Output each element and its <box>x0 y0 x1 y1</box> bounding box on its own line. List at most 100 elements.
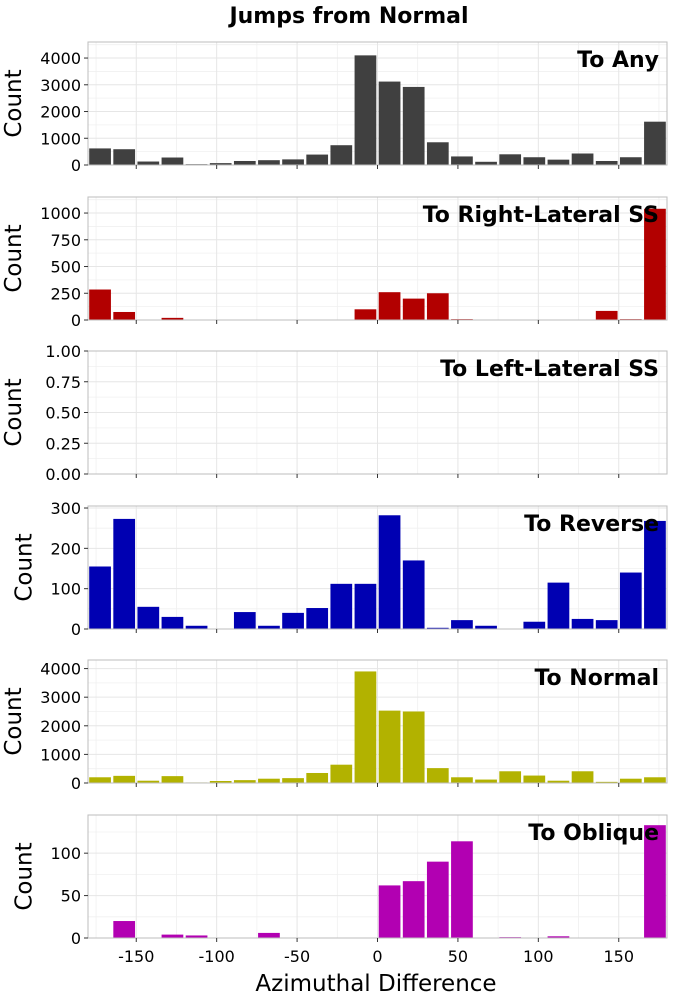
bar <box>426 861 449 938</box>
bar <box>113 775 136 783</box>
bar <box>378 515 401 629</box>
bar <box>113 921 136 938</box>
bar <box>306 154 329 165</box>
panel-title: To Left-Lateral SS <box>440 357 659 382</box>
bar <box>571 618 594 629</box>
bar <box>233 612 256 629</box>
y-tick-label: 100 <box>50 844 81 863</box>
bar <box>354 671 377 783</box>
bar <box>233 780 256 783</box>
y-tick-label: 50 <box>61 887 81 906</box>
bar <box>89 289 111 320</box>
bar <box>161 157 184 165</box>
bar <box>475 625 497 629</box>
y-tick-label: 2000 <box>40 717 81 736</box>
y-tick-label: 1000 <box>40 129 81 148</box>
y-tick-label: 500 <box>50 258 81 277</box>
bar <box>523 621 546 629</box>
y-tick-label: 3000 <box>40 688 81 707</box>
bar <box>523 157 546 165</box>
y-tick-label: 0 <box>71 156 81 175</box>
y-axis-label: Count <box>1 69 27 137</box>
bar <box>595 310 618 320</box>
panel-4: 0 1000 2000 3000 4000 Count To Normal <box>1 659 668 793</box>
bar <box>354 583 377 629</box>
x-tick-label: -100 <box>199 947 235 966</box>
bar <box>161 317 184 320</box>
x-tick-label: -150 <box>118 947 154 966</box>
bar <box>619 572 642 629</box>
bar <box>571 153 594 165</box>
bar <box>354 55 377 165</box>
bar <box>644 825 666 938</box>
x-tick-label: 50 <box>448 947 468 966</box>
bar <box>451 841 473 938</box>
bar <box>306 772 329 783</box>
bar <box>644 777 666 783</box>
panel-title: To Reverse <box>524 512 659 537</box>
bar <box>547 780 570 783</box>
bar <box>499 771 522 783</box>
bar <box>330 764 353 783</box>
bar <box>644 208 666 320</box>
bar <box>282 159 304 165</box>
panel-1: 0 250 500 750 1000 Count To Right-Lateral SS <box>1 196 668 330</box>
bar <box>378 885 401 938</box>
y-tick-label: 0.25 <box>45 434 81 453</box>
bar <box>113 311 136 320</box>
bar <box>547 936 570 938</box>
y-axis-label: Count <box>1 687 27 755</box>
y-axis-label: Count <box>11 842 37 910</box>
bar <box>402 560 425 629</box>
bar <box>595 160 618 165</box>
bar <box>644 520 666 629</box>
y-axis-label: Count <box>1 224 27 292</box>
y-tick-label: 0.00 <box>45 465 81 484</box>
y-tick-label: 1000 <box>40 204 81 223</box>
bar <box>451 777 473 783</box>
y-tick-label: 4000 <box>40 660 81 679</box>
bar <box>89 148 111 165</box>
bar <box>89 566 111 629</box>
y-tick-label: 0.50 <box>45 404 81 423</box>
bar <box>475 161 497 165</box>
bar <box>451 156 473 165</box>
bar <box>137 161 160 165</box>
y-tick-label: 300 <box>50 499 81 518</box>
bar <box>571 771 594 783</box>
bar <box>402 711 425 783</box>
bar <box>426 768 449 783</box>
bar <box>113 518 136 629</box>
bar <box>595 620 618 629</box>
bar <box>161 934 184 938</box>
y-tick-label: 1.00 <box>45 342 81 361</box>
bar <box>258 160 280 165</box>
x-tick-label: 150 <box>603 947 634 966</box>
y-tick-label: 1000 <box>40 745 81 764</box>
bar <box>137 780 160 783</box>
bar <box>619 157 642 165</box>
bar <box>306 608 329 629</box>
bar <box>282 612 304 629</box>
x-axis-label: Azimuthal Difference <box>255 971 496 997</box>
bar <box>402 881 425 938</box>
y-tick-label: 0 <box>71 620 81 639</box>
bar <box>258 625 280 629</box>
y-tick-label: 3000 <box>40 76 81 95</box>
x-tick-label: 100 <box>523 947 554 966</box>
x-tick-label: -50 <box>284 947 310 966</box>
bar <box>185 625 208 629</box>
bar <box>209 163 232 165</box>
panel-0: 0 1000 2000 3000 4000 Count To Any <box>1 41 668 175</box>
y-axis-label: Count <box>1 378 27 446</box>
panel-2: 0.00 0.25 0.50 0.75 1.00 Count To Left-Lateral… <box>1 342 668 484</box>
bar <box>595 781 618 783</box>
bar <box>402 86 425 165</box>
bar <box>644 121 666 165</box>
bar <box>330 145 353 165</box>
bar <box>451 620 473 629</box>
y-tick-label: 100 <box>50 580 81 599</box>
y-tick-label: 0 <box>71 774 81 793</box>
bar <box>378 81 401 165</box>
